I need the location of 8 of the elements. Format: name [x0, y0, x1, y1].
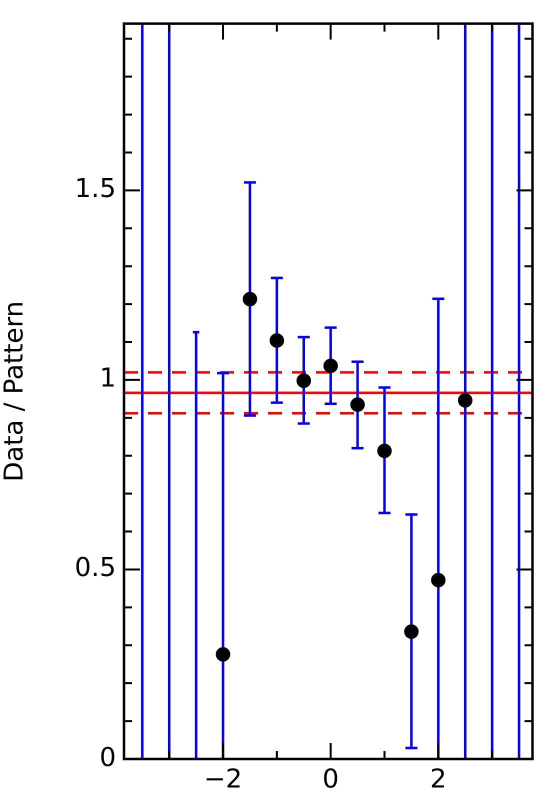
y-tick-label: 1: [99, 364, 116, 394]
y-tick-label: 0.5: [74, 553, 116, 584]
y-tick-label: 1.5: [74, 174, 116, 204]
x-tick-label: 0: [322, 764, 339, 794]
y-axis-title: Data / Pattern: [0, 300, 30, 482]
x-tick-label: −2: [204, 764, 242, 794]
y-tick-label: 0: [99, 742, 116, 773]
x-tick-label: 2: [430, 764, 447, 794]
